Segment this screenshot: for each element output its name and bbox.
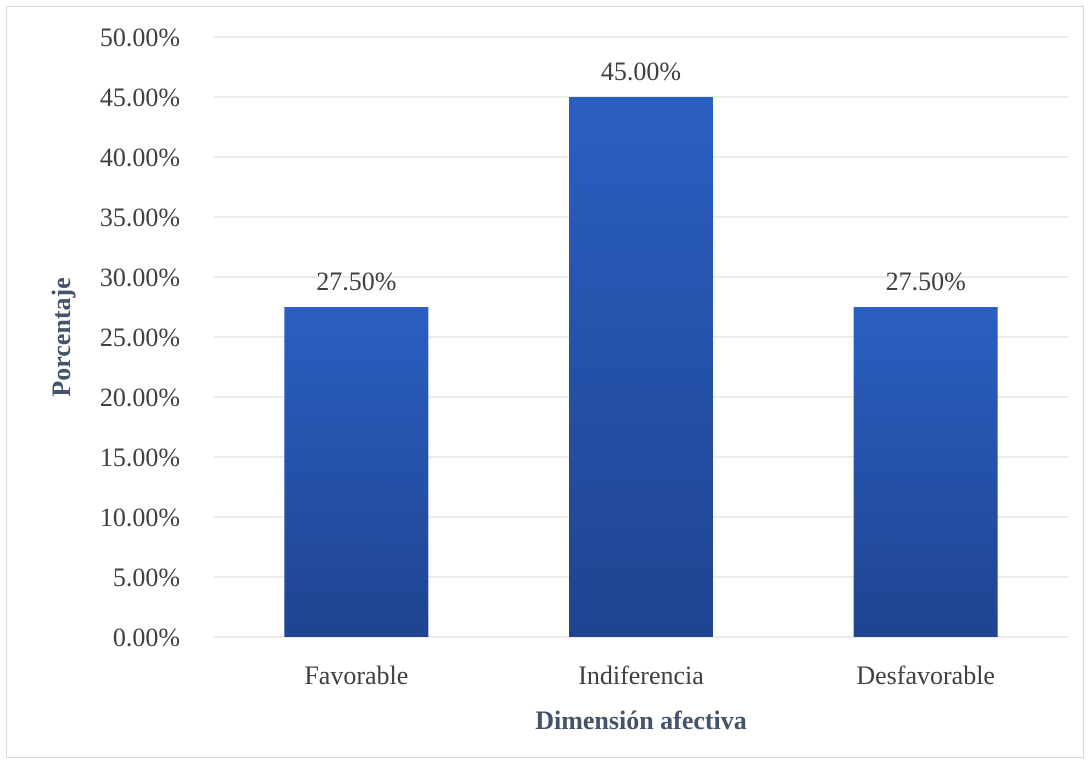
y-tick-label: 15.00% <box>100 443 180 472</box>
y-tick-label: 50.00% <box>100 23 180 52</box>
y-tick-label: 35.00% <box>100 203 180 232</box>
bar-desfavorable <box>853 307 998 637</box>
y-tick-label: 30.00% <box>100 263 180 292</box>
data-label-desfavorable: 27.50% <box>886 267 966 296</box>
data-label-indiferencia: 45.00% <box>601 57 681 86</box>
bar-indiferencia <box>569 97 713 637</box>
y-tick-label: 40.00% <box>100 143 180 172</box>
x-axis-title: Dimensión afectiva <box>535 706 747 735</box>
x-tick-label-desfavorable: Desfavorable <box>856 661 995 690</box>
y-axis-title: Porcentaje <box>47 277 76 396</box>
data-labels: 27.50% 45.00% 27.50% <box>316 57 966 296</box>
y-tick-label: 5.00% <box>113 563 180 592</box>
y-axis-tick-labels: 0.00% 5.00% 10.00% 15.00% 20.00% 25.00% 30.00%… <box>100 23 180 652</box>
y-tick-label: 25.00% <box>100 323 180 352</box>
data-label-favorable: 27.50% <box>316 267 396 296</box>
x-tick-label-favorable: Favorable <box>304 661 408 690</box>
y-tick-label: 45.00% <box>100 83 180 112</box>
y-tick-label: 10.00% <box>100 503 180 532</box>
y-tick-label: 20.00% <box>100 383 180 412</box>
bar-favorable <box>284 307 429 637</box>
x-tick-label-indiferencia: Indiferencia <box>578 661 704 690</box>
x-axis-tick-labels: Favorable Indiferencia Desfavorable <box>304 661 995 690</box>
bars <box>284 97 998 637</box>
y-tick-label: 0.00% <box>113 623 180 652</box>
